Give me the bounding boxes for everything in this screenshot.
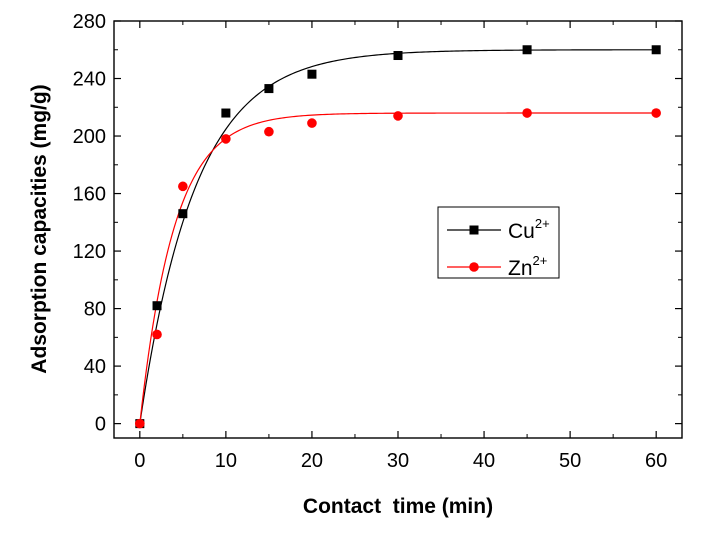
legend-label-cu: Cu2+: [508, 216, 550, 243]
data-point-zn: [307, 118, 317, 128]
legend: Cu2+Zn2+: [437, 206, 560, 280]
data-point-zn: [393, 111, 403, 121]
data-point-cu: [264, 84, 274, 94]
legend-label-text: Cu: [508, 220, 535, 243]
legend-label-zn: Zn2+: [508, 253, 547, 280]
data-point-zn: [221, 134, 231, 144]
data-point-cu: [393, 51, 403, 61]
y-tick-label: 40: [84, 356, 106, 378]
y-tick-label: 200: [73, 126, 106, 148]
x-tick-label: 0: [134, 450, 145, 472]
y-tick-label: 160: [73, 184, 106, 206]
x-tick-label: 60: [645, 450, 667, 472]
x-tick-label: 30: [387, 450, 409, 472]
y-tick-label: 240: [73, 69, 106, 91]
legend-box: [437, 206, 560, 279]
data-point-zn: [651, 108, 661, 118]
x-tick-label: 40: [473, 450, 495, 472]
legend-label-text: Zn: [508, 257, 533, 280]
data-point-zn: [135, 418, 145, 429]
data-point-cu: [178, 209, 188, 219]
x-tick-label: 10: [215, 450, 237, 472]
data-point-cu: [522, 45, 532, 55]
legend-label-superscript: 2+: [533, 253, 548, 268]
data-point-cu: [152, 301, 162, 311]
data-point-cu: [221, 108, 231, 118]
x-axis-label: Contact time (min): [303, 495, 493, 518]
data-point-zn: [152, 329, 162, 340]
data-point-cu: [651, 45, 661, 55]
x-axis: 0 10 20 30 40 50 60: [134, 21, 667, 472]
plot-frame: [113, 20, 683, 439]
x-tick-label: 20: [301, 450, 323, 472]
fit-curves: [139, 49, 657, 424]
y-tick-label: 120: [73, 241, 106, 263]
y-axis: 0 40 80 120 160 200 240 280: [73, 11, 682, 436]
fit-curve-cu: [139, 49, 657, 424]
legend-marker-cu: [469, 225, 479, 235]
data-point-zn: [522, 108, 532, 118]
legend-label-superscript: 2+: [535, 216, 550, 231]
y-tick-label: 0: [95, 414, 106, 436]
y-tick-label: 280: [73, 11, 106, 33]
legend-marker-zn: [469, 262, 479, 272]
data-point-zn: [178, 181, 188, 192]
fit-curve-zn: [139, 112, 657, 424]
data-point-cu: [307, 69, 317, 79]
data-point-zn: [264, 126, 274, 137]
data-points: [135, 45, 661, 429]
y-axis-label: Adsorption capacities (mg/g): [28, 84, 51, 373]
x-tick-label: 50: [559, 450, 581, 472]
y-tick-label: 80: [84, 299, 106, 321]
